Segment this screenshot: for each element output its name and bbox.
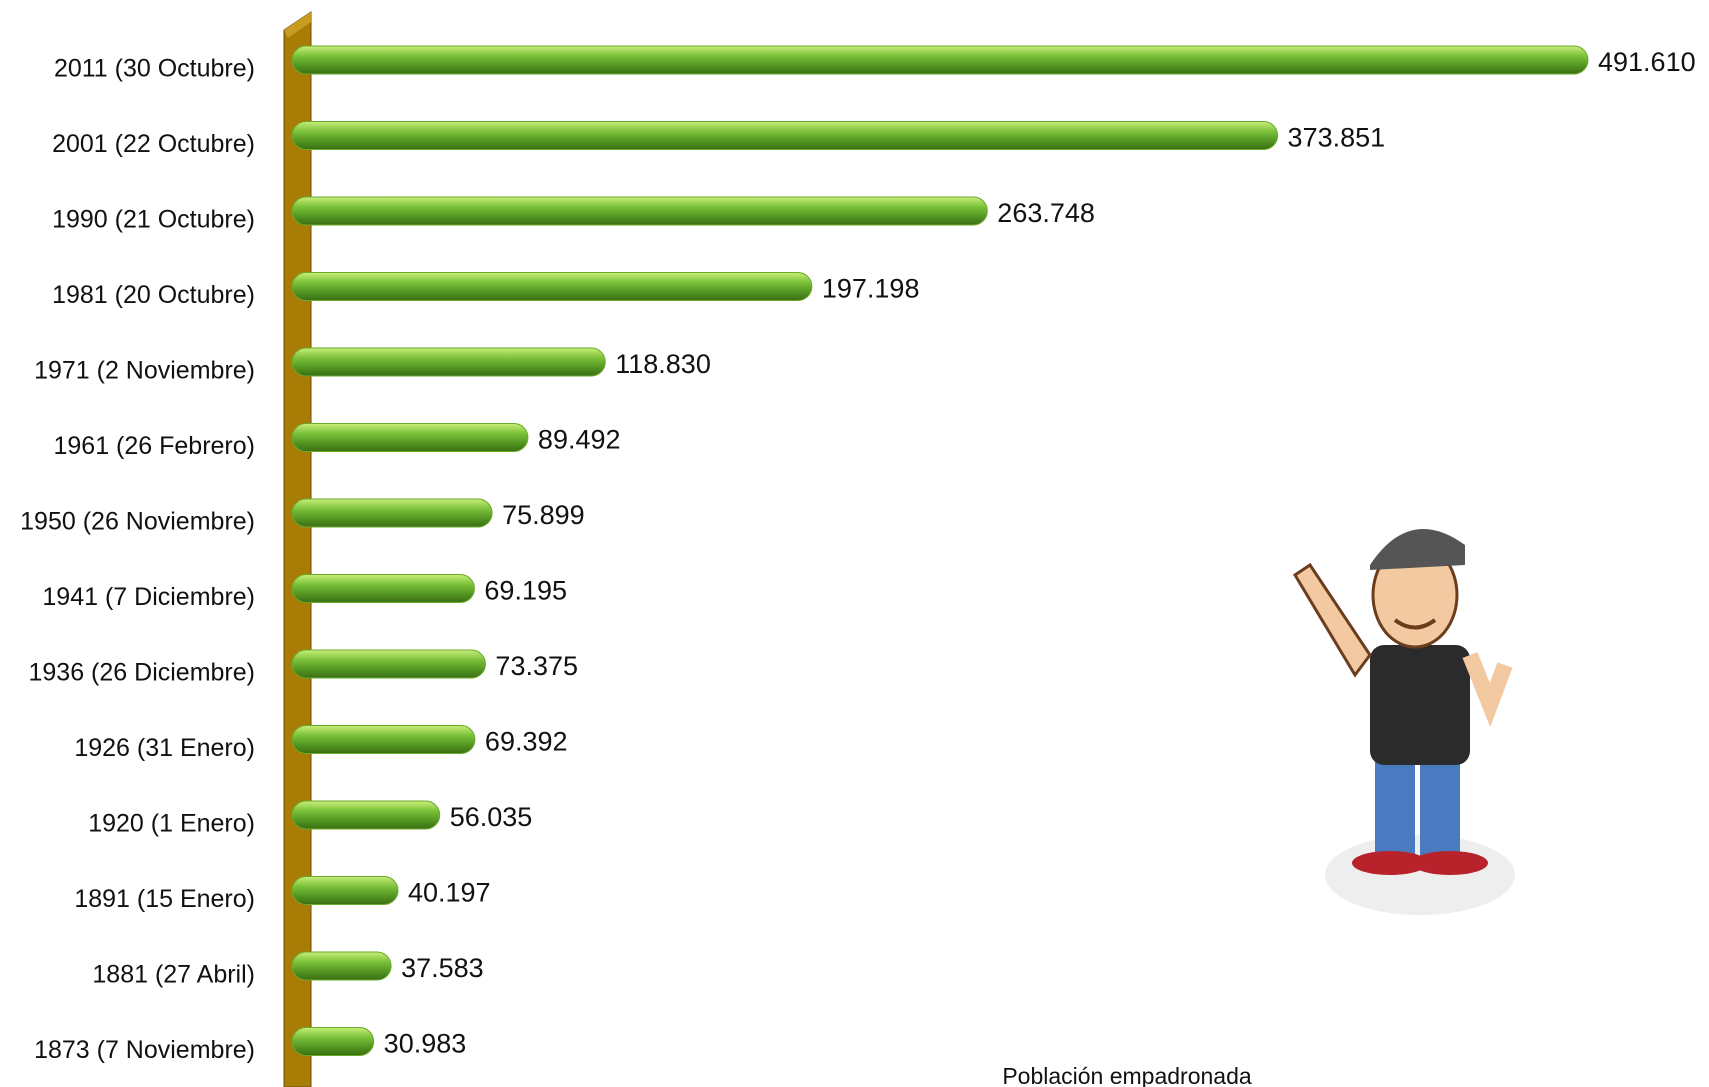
y-tick-label: 1990 (21 Octubre)	[52, 206, 255, 234]
bar	[291, 725, 476, 754]
y-tick-label: 1926 (31 Enero)	[74, 734, 255, 762]
value-label: 118.830	[615, 349, 711, 379]
axis-wall	[283, 11, 312, 1087]
bar	[291, 649, 486, 679]
value-label: 56.035	[450, 802, 533, 832]
character-illustration	[1292, 529, 1515, 915]
bar	[291, 196, 988, 226]
value-label: 73.375	[495, 651, 578, 681]
shoe	[1412, 851, 1488, 875]
value-label: 197.198	[822, 274, 920, 304]
value-label: 37.583	[401, 953, 484, 983]
leg	[1375, 755, 1415, 865]
y-tick-label: 1981 (20 Octubre)	[52, 281, 255, 309]
bar	[291, 574, 475, 603]
bar	[291, 272, 813, 301]
arm	[1462, 652, 1513, 728]
bar	[291, 951, 392, 981]
x-axis-label: Población empadronada	[1002, 1063, 1252, 1087]
leg	[1420, 755, 1460, 865]
y-tick-label: 1971 (2 Noviembre)	[34, 357, 255, 385]
vest	[1370, 645, 1470, 765]
bar	[291, 423, 529, 452]
value-label: 30.983	[384, 1029, 467, 1059]
bar	[291, 121, 1279, 150]
bar	[291, 876, 399, 905]
value-label: 69.392	[485, 727, 568, 757]
y-tick-label: 1891 (15 Enero)	[74, 885, 255, 913]
arm	[1292, 562, 1372, 678]
value-label: 263.748	[997, 198, 1095, 228]
value-label: 373.851	[1288, 123, 1386, 153]
value-label: 75.899	[502, 500, 585, 530]
smile	[1393, 618, 1437, 630]
bar	[291, 800, 441, 830]
value-label: 69.195	[484, 576, 567, 606]
y-tick-label: 2001 (22 Octubre)	[52, 130, 255, 158]
shoe	[1352, 851, 1428, 875]
bar	[291, 1027, 375, 1056]
y-tick-label: 2011 (30 Octubre)	[54, 55, 255, 83]
axis-wall-top	[284, 12, 311, 38]
value-label: 89.492	[538, 425, 621, 455]
bar	[291, 347, 606, 377]
y-tick-label: 1961 (26 Febrero)	[53, 432, 255, 460]
y-tick-label: 1941 (7 Diciembre)	[42, 583, 255, 611]
value-label: 40.197	[408, 878, 491, 908]
cap	[1370, 529, 1465, 570]
y-tick-label: 1936 (26 Diciembre)	[29, 659, 256, 687]
y-tick-label: 1881 (27 Abril)	[92, 961, 255, 989]
y-tick-label: 1873 (7 Noviembre)	[34, 1036, 255, 1064]
y-tick-label: 1950 (26 Noviembre)	[20, 508, 255, 536]
y-tick-label: 1920 (1 Enero)	[88, 810, 255, 838]
bar	[291, 498, 493, 528]
value-label: 491.610	[1598, 47, 1696, 77]
bar	[291, 45, 1589, 75]
